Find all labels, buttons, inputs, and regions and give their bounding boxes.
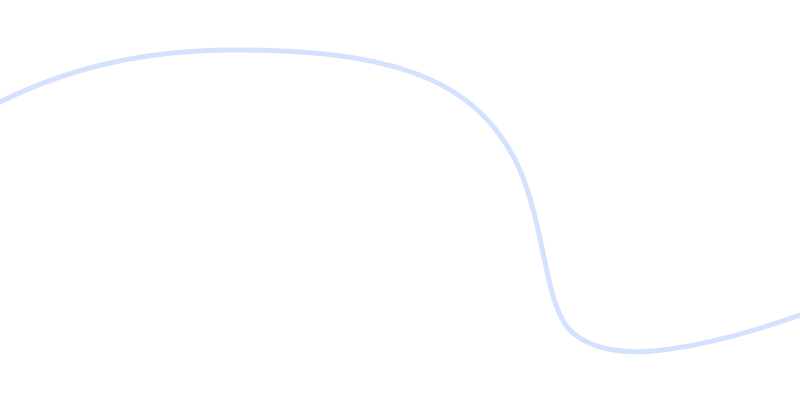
decorative-wave-line [0, 47, 800, 355]
